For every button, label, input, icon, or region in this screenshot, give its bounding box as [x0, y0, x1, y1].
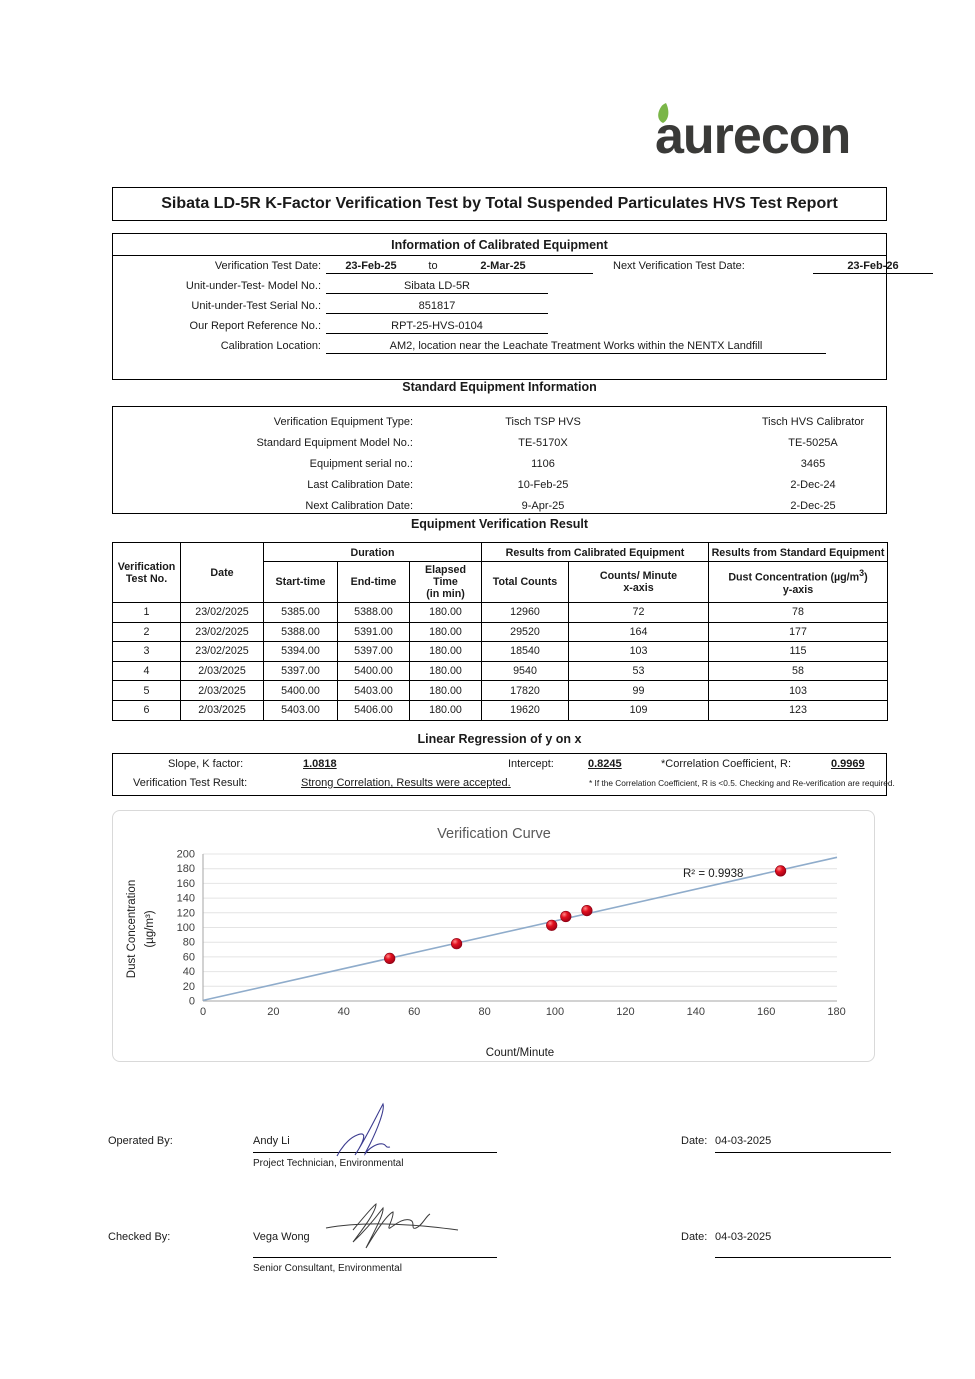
svg-text:20: 20 [183, 981, 195, 993]
svg-text:(µg/m³): (µg/m³) [144, 910, 156, 947]
svg-text:40: 40 [338, 1006, 350, 1018]
svg-text:160: 160 [757, 1006, 775, 1018]
svg-text:40: 40 [183, 966, 195, 978]
svg-text:180: 180 [177, 863, 195, 875]
svg-text:140: 140 [687, 1006, 705, 1018]
svg-text:80: 80 [183, 937, 195, 949]
svg-text:180: 180 [827, 1006, 845, 1018]
svg-text:R² = 0.9938: R² = 0.9938 [683, 868, 743, 880]
svg-text:80: 80 [478, 1006, 490, 1018]
svg-text:120: 120 [616, 1006, 634, 1018]
svg-text:60: 60 [408, 1006, 420, 1018]
svg-text:160: 160 [177, 878, 195, 890]
svg-text:aurecon: aurecon [655, 107, 850, 160]
svg-text:Verification Curve: Verification Curve [437, 826, 551, 842]
svg-text:20: 20 [267, 1006, 279, 1018]
svg-text:Count/Minute: Count/Minute [486, 1047, 554, 1059]
svg-text:0: 0 [189, 996, 195, 1008]
svg-text:200: 200 [177, 849, 195, 861]
svg-text:0: 0 [200, 1006, 206, 1018]
svg-text:60: 60 [183, 951, 195, 963]
svg-text:120: 120 [177, 907, 195, 919]
svg-text:100: 100 [546, 1006, 564, 1018]
svg-text:Dust Concentration: Dust Concentration [126, 880, 138, 978]
svg-text:140: 140 [177, 893, 195, 905]
svg-text:100: 100 [177, 922, 195, 934]
